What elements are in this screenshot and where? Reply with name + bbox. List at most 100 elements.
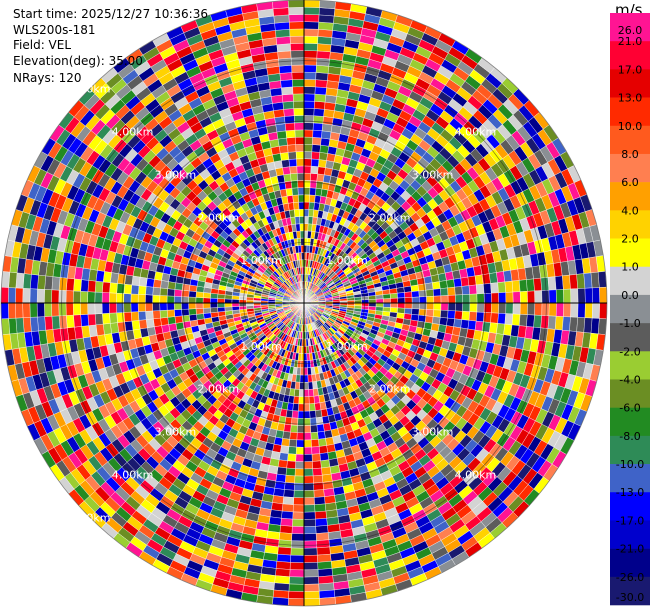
velocity-gate <box>297 245 302 253</box>
velocity-gate <box>307 374 313 383</box>
velocity-gate <box>279 525 293 534</box>
velocity-gate <box>65 290 74 304</box>
velocity-gate <box>396 286 405 294</box>
velocity-gate <box>497 313 506 325</box>
velocity-gate <box>311 453 321 462</box>
velocity-gate <box>159 302 168 311</box>
velocity-gate <box>570 288 579 304</box>
velocity-gate <box>303 237 308 246</box>
velocity-gate <box>299 374 305 383</box>
velocity-gate <box>476 311 485 323</box>
velocity-gate <box>22 302 31 318</box>
velocity-gate <box>555 289 564 304</box>
velocity-gate <box>217 298 225 304</box>
velocity-gate <box>469 302 478 313</box>
velocity-gate <box>8 271 18 289</box>
velocity-gate <box>273 582 290 592</box>
velocity-gate <box>317 431 326 440</box>
velocity-gate <box>15 272 25 289</box>
velocity-gate <box>303 598 321 607</box>
velocity-gate <box>527 302 536 316</box>
velocity-gate <box>468 311 478 322</box>
velocity-gate <box>318 159 327 168</box>
velocity-gate <box>73 278 82 292</box>
velocity-gate <box>80 291 89 304</box>
velocity-gate <box>36 302 45 318</box>
velocity-gate <box>166 295 175 304</box>
velocity-gate <box>279 72 293 81</box>
velocity-gate <box>318 575 334 585</box>
velocity-gate <box>311 446 321 455</box>
velocity-gate <box>94 291 103 304</box>
velocity-gate <box>22 288 31 304</box>
velocity-gate <box>294 468 305 477</box>
velocity-gate <box>145 302 153 312</box>
velocity-gate <box>505 291 514 304</box>
velocity-gate <box>303 454 313 462</box>
velocity-gate <box>314 93 327 103</box>
velocity-gate <box>167 281 176 290</box>
velocity-gate <box>145 310 154 320</box>
velocity-gate <box>66 277 75 292</box>
velocity-gate <box>315 72 329 81</box>
velocity-gate <box>286 195 294 204</box>
velocity-gate <box>303 151 313 160</box>
velocity-gate <box>317 29 333 38</box>
velocity-gate <box>389 288 398 295</box>
velocity-gate <box>569 274 578 290</box>
velocity-gate <box>526 278 535 292</box>
velocity-gate <box>29 288 38 304</box>
velocity-gate <box>277 50 292 60</box>
velocity-gate <box>432 288 442 297</box>
velocity-gate <box>397 302 406 309</box>
velocity-gate <box>173 302 182 310</box>
velocity-gate <box>453 318 463 329</box>
velocity-gate <box>504 280 514 293</box>
velocity-gate <box>166 288 176 297</box>
velocity-gate <box>303 360 308 369</box>
velocity-gate <box>145 286 154 296</box>
velocity-gate <box>210 311 219 318</box>
velocity-gate <box>303 230 308 239</box>
velocity-gate <box>447 310 456 320</box>
velocity-gate <box>404 291 413 298</box>
velocity-gate <box>312 122 324 131</box>
velocity-gate <box>426 296 435 304</box>
velocity-gate <box>138 285 147 295</box>
velocity-gate <box>563 288 572 304</box>
velocity-gate <box>461 285 470 295</box>
velocity-gate <box>303 136 313 145</box>
velocity-gate <box>303 554 318 563</box>
velocity-gate <box>287 151 297 160</box>
velocity-gate <box>447 302 456 312</box>
velocity-gate <box>430 274 440 283</box>
velocity-gate <box>318 438 327 447</box>
velocity-gate <box>293 396 300 405</box>
velocity-gate <box>15 317 25 334</box>
velocity-gate <box>289 165 298 175</box>
velocity-gate <box>80 302 89 315</box>
velocity-gate <box>361 296 370 301</box>
velocity-gate <box>321 123 333 133</box>
velocity-gate <box>424 315 434 324</box>
velocity-gate <box>303 93 316 102</box>
velocity-gate <box>51 302 60 317</box>
velocity-gate <box>224 306 233 312</box>
velocity-gate <box>272 589 290 599</box>
velocity-gate <box>315 79 328 88</box>
velocity-gate <box>310 439 320 448</box>
velocity-gate <box>314 503 327 513</box>
velocity-gate <box>278 532 293 541</box>
velocity-gate <box>287 144 297 153</box>
velocity-gate <box>280 79 293 88</box>
velocity-gate <box>137 302 146 312</box>
velocity-gate <box>152 294 161 304</box>
velocity-gate <box>397 292 406 299</box>
velocity-gate <box>411 290 420 298</box>
velocity-gate <box>274 575 290 585</box>
velocity-gate <box>491 292 499 304</box>
velocity-gate <box>300 367 305 376</box>
velocity-gate <box>287 598 305 607</box>
velocity-gate <box>303 71 317 80</box>
velocity-gate <box>511 313 521 326</box>
